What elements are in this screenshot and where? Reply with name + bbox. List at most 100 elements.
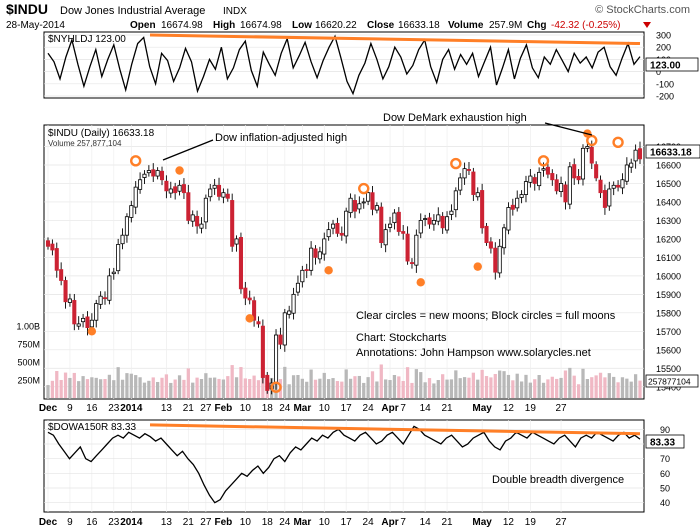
volume-bar — [484, 376, 489, 398]
volume-bar — [480, 369, 484, 398]
volume-bar — [252, 375, 256, 398]
volume-bar — [81, 376, 85, 398]
volume-bar — [129, 373, 133, 398]
x-axis-tick-label-bottom: 12 — [503, 517, 515, 528]
x-axis-tick-label-bottom: 24 — [279, 517, 291, 528]
volume-bar — [638, 380, 642, 398]
candle-body — [366, 192, 371, 202]
volume-bar — [550, 376, 554, 398]
candle-body — [195, 215, 200, 227]
new-moon-marker — [270, 381, 282, 393]
volume-y-tick: 500M — [17, 358, 40, 368]
x-axis-tick-label-bottom: 13 — [161, 517, 173, 528]
volume-bar — [357, 375, 361, 398]
volume-bar — [239, 367, 243, 398]
volume-bar — [221, 379, 226, 398]
volume-bar — [164, 374, 169, 398]
volume-bar — [177, 375, 182, 398]
volume-bar — [489, 377, 493, 398]
volume-bar — [77, 381, 81, 398]
candle-body — [291, 293, 296, 314]
price-y-tick: 16300 — [656, 216, 681, 226]
candle-body — [383, 229, 388, 246]
breadth-last-tag: 83.33 — [645, 434, 685, 449]
volume-bar — [90, 377, 94, 398]
candle-body — [563, 184, 568, 203]
chg-label: Chg — [527, 20, 546, 31]
nyhl-panel-frame — [43, 31, 645, 99]
x-axis-tick-label-bottom: Mar — [293, 517, 311, 528]
x-axis-tick-label-bottom: 23 — [108, 517, 120, 528]
breadth-y-tick: 90 — [660, 425, 670, 435]
x-axis-tick-label-bottom: 2014 — [120, 517, 143, 528]
candle-body — [287, 310, 292, 315]
volume-bar — [537, 375, 541, 398]
x-axis-tick-label: May — [472, 403, 492, 414]
price-y-tick: 15900 — [656, 290, 681, 300]
nyhl-layer: 3002001000-100-200 — [47, 31, 674, 102]
candle-body — [559, 183, 564, 192]
price-y-tick: 16400 — [656, 197, 681, 207]
volume-bar — [458, 378, 462, 398]
volume-bar — [213, 377, 217, 398]
volume-last-tag: 257877104 — [645, 374, 699, 388]
volume-bar — [335, 381, 340, 398]
volume-bar — [134, 375, 138, 398]
nyhl-y-tick: -200 — [656, 92, 674, 102]
candle-body — [203, 197, 208, 223]
inflation-high-pointer — [162, 139, 214, 161]
volume-bar — [173, 379, 177, 398]
volume-bar — [436, 380, 440, 398]
volume-bar — [598, 372, 603, 398]
candle-body — [576, 176, 581, 181]
candle-body — [466, 169, 472, 171]
candle-body — [72, 300, 77, 325]
x-axis-tick-label: Dec — [39, 403, 58, 414]
nyhl-trendline — [149, 33, 641, 46]
full-moon-marker — [175, 166, 184, 175]
x-axis-tick-label: 14 — [420, 403, 432, 414]
candle-body — [480, 190, 485, 229]
volume-bar — [541, 382, 546, 398]
full-moon-marker — [245, 314, 254, 323]
volume-bar — [568, 367, 572, 398]
x-axis-tick-label: 19 — [525, 403, 537, 414]
volume-bar — [191, 382, 195, 398]
volume-bar — [449, 379, 454, 398]
candle-body — [585, 146, 590, 149]
volume-bar — [603, 377, 607, 398]
volume-bar — [392, 375, 397, 398]
volume-bar — [559, 377, 563, 398]
volume-bar — [594, 375, 598, 398]
x-axis-tick-label: 10 — [240, 403, 252, 414]
x-axis-tick-label-bottom: 27 — [200, 517, 212, 528]
candle-body — [85, 316, 90, 329]
candle-body — [322, 238, 327, 255]
price-y-tick: 16200 — [656, 234, 681, 244]
volume-bar — [208, 377, 212, 398]
candle-body — [401, 231, 406, 234]
x-axis-tick-label: 7 — [400, 403, 406, 414]
volume-bar — [169, 382, 173, 398]
symbol-title: $INDU — [6, 1, 48, 17]
candle-body — [493, 247, 498, 273]
x-axis-tick-label: 17 — [341, 403, 353, 414]
breadth-panel-frame — [43, 419, 645, 513]
candle-body — [67, 298, 72, 303]
credit-chart-annotation: Chart: Stockcharts — [356, 332, 447, 344]
candle-body — [98, 295, 103, 305]
candle-body — [418, 220, 423, 234]
candle-body — [190, 214, 195, 222]
candle-body — [199, 223, 204, 229]
volume-bar — [353, 376, 357, 398]
candle-body — [409, 262, 415, 264]
volume-bar — [138, 377, 142, 398]
volume-bar — [370, 371, 375, 398]
volume-bar — [576, 384, 581, 398]
volume-bar — [384, 379, 388, 398]
breadth-y-tick: 70 — [660, 454, 670, 464]
candle-body — [550, 173, 555, 181]
candle-body — [278, 334, 283, 345]
x-axis-tick-label: 9 — [67, 403, 73, 414]
